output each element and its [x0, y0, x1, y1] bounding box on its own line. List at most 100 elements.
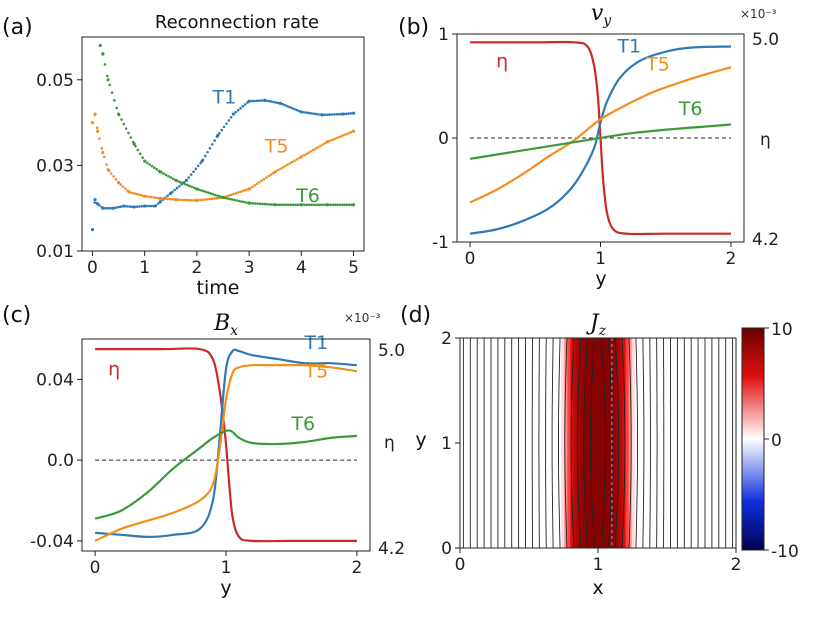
- trace-dot: [227, 194, 231, 197]
- trace-dot: [297, 109, 301, 113]
- heatmap-cell: [708, 338, 713, 548]
- heatmap-cell: [472, 338, 476, 548]
- trace-dot: [98, 204, 101, 207]
- right-axis-tick-c-bottom: 4.2: [378, 539, 405, 559]
- heatmap-cell: [594, 338, 599, 548]
- trace-dot: [112, 175, 115, 178]
- y-tick-label: 0.0: [47, 451, 74, 471]
- trace-dot: [338, 203, 342, 207]
- field-line: [621, 337, 626, 549]
- axes-frame-d: [459, 337, 737, 549]
- trace-dot: [235, 199, 238, 202]
- trace-dot: [279, 203, 283, 207]
- series-t6: T6: [98, 43, 356, 207]
- panel-a-reconnection-rate: (a) Reconnection rate 0 1 2 3 4 5 0.01 0.03 0.05…: [2, 12, 365, 299]
- trace-dot: [149, 204, 153, 208]
- trace-dot: [210, 143, 214, 146]
- trace-dot: [207, 191, 210, 195]
- trace-dot: [314, 147, 317, 150]
- trace-dot: [225, 197, 229, 200]
- trace-dot: [141, 156, 144, 159]
- trace-dot: [291, 203, 295, 207]
- trace-dot: [153, 166, 156, 170]
- trace-dot: [115, 106, 119, 110]
- series-label-t1: T1: [616, 36, 641, 58]
- trace-dot: [244, 201, 248, 204]
- trace-dot: [307, 151, 310, 154]
- heatmap-cell: [567, 338, 571, 548]
- trace-dot: [288, 105, 292, 109]
- trace-dot: [269, 173, 273, 176]
- heatmap-cell: [576, 338, 581, 548]
- trace-dot: [303, 203, 307, 207]
- axes-frame-b: [456, 33, 745, 243]
- trace-dot: [276, 101, 280, 105]
- trace-dot: [196, 164, 200, 168]
- trace-dot: [218, 195, 222, 198]
- trace-dot: [173, 198, 176, 201]
- x-tick-label: 1: [593, 555, 604, 575]
- trace-dot: [203, 198, 207, 201]
- trace-dot: [296, 203, 299, 207]
- trace-dot: [239, 106, 242, 110]
- trace-dot: [119, 183, 122, 186]
- trace-dot: [202, 189, 205, 193]
- x-tick-label: 2: [191, 258, 202, 278]
- trace-dot: [263, 202, 267, 206]
- trace-dot: [248, 187, 252, 190]
- data-point: [93, 198, 97, 202]
- trace-dot: [178, 184, 181, 188]
- heatmap-cell: [640, 338, 645, 548]
- right-axis-multiplier-c: ×10⁻³: [344, 311, 381, 325]
- trace-dot: [194, 167, 198, 171]
- chart-title-d-sub: z: [598, 323, 607, 339]
- trace-dot: [190, 185, 194, 189]
- right-axis-multiplier-b: ×10⁻³: [740, 7, 777, 21]
- trace-dot: [199, 198, 202, 202]
- trace-dot: [301, 203, 304, 207]
- trace-dot: [161, 197, 165, 200]
- trace-dot: [215, 196, 219, 200]
- heatmap-cell: [650, 338, 654, 548]
- trace-dot: [265, 202, 269, 206]
- y-tick-label: 0: [438, 129, 449, 149]
- trace-dot: [117, 113, 121, 117]
- trace-dot: [213, 139, 216, 142]
- trace-dot: [119, 205, 122, 209]
- trace-dot: [100, 146, 104, 150]
- field-line: [614, 337, 620, 549]
- trace-dot: [159, 197, 162, 200]
- trace-dot: [262, 177, 266, 181]
- trace-dot: [138, 152, 142, 156]
- heatmap-cell: [509, 338, 513, 548]
- heatmap-cell: [521, 338, 525, 548]
- trace-dot: [241, 105, 245, 108]
- heatmap-cell: [619, 338, 624, 548]
- trace-dot: [209, 192, 213, 195]
- trace-dot: [268, 203, 271, 206]
- trace-dot: [178, 180, 182, 184]
- trace-dot: [163, 197, 167, 201]
- trace-dot: [321, 143, 325, 146]
- trace-dot: [330, 138, 334, 142]
- trace-dot: [232, 192, 235, 196]
- heatmap-cell: [711, 338, 716, 548]
- series-line-t5: [94, 363, 358, 542]
- trace-dot: [349, 112, 353, 115]
- trace-dot: [323, 141, 327, 145]
- trace-dot: [293, 107, 296, 111]
- trace-dot: [274, 170, 278, 173]
- y-tick-label: 0.04: [36, 370, 74, 390]
- trace-dot: [110, 91, 114, 94]
- trace-dot: [236, 191, 240, 194]
- heatmap-cell: [573, 338, 578, 548]
- trace-dot: [232, 198, 236, 202]
- trace-dot: [102, 206, 106, 210]
- trace-dot: [138, 193, 141, 197]
- heatmap-cell: [625, 338, 630, 548]
- trace-dot: [105, 163, 108, 166]
- trace-dot: [138, 205, 141, 208]
- trace-dot: [100, 206, 104, 209]
- heatmap-cell: [717, 338, 722, 548]
- trace-dot: [319, 113, 322, 116]
